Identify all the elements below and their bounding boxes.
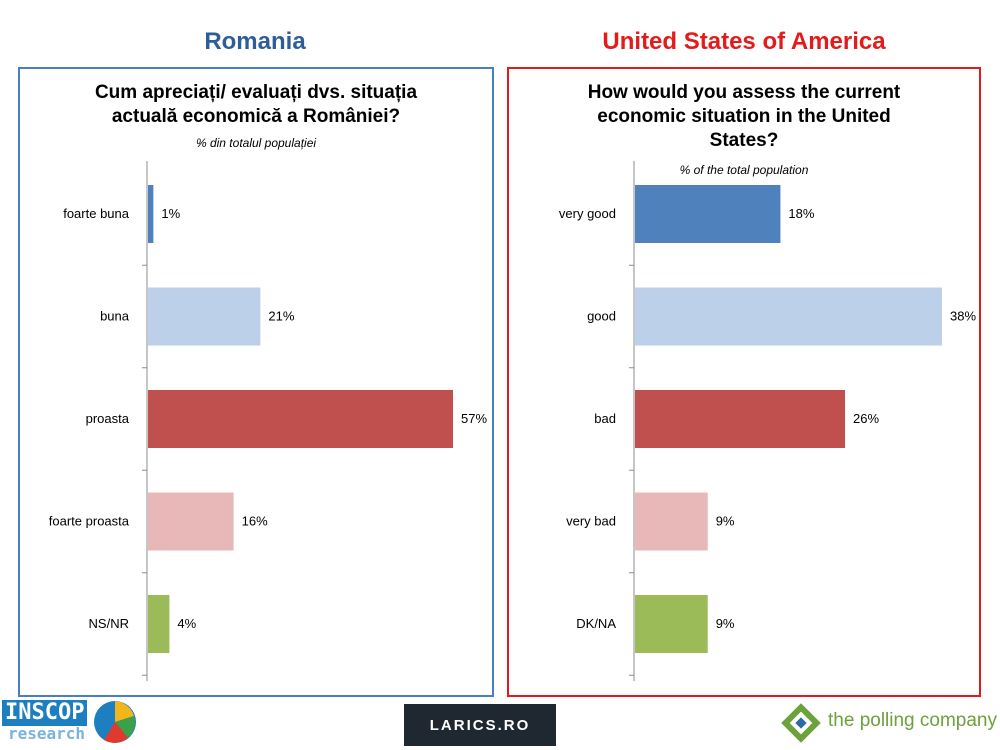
bar [148, 287, 261, 346]
category-label: good [587, 309, 616, 324]
country-title-usa: United States of America [602, 28, 886, 55]
data-label: 4% [177, 616, 196, 631]
category-label: bad [594, 411, 616, 426]
chart-title-line: economic situation in the United [597, 106, 891, 127]
category-label: foarte proasta [49, 514, 130, 529]
inscop-pie-icon [94, 701, 136, 743]
bar [148, 492, 234, 551]
data-label: 16% [242, 514, 268, 529]
bar [148, 185, 154, 243]
category-label: proasta [86, 411, 130, 426]
romania-bar-chart: foarte buna 1% buna 21% proasta 57% foarte pro… [49, 161, 487, 681]
romania-chart-panel: Cum apreciați/ evaluați dvs. situația ac… [18, 67, 494, 697]
category-label: DK/NA [576, 616, 616, 631]
bar [635, 390, 846, 448]
polling-company-logo: the polling company [776, 700, 1000, 746]
data-label: 1% [161, 206, 180, 221]
data-label: 21% [268, 309, 294, 324]
bar [635, 595, 708, 653]
chart-title-line: How would you assess the current [587, 82, 901, 103]
larics-logo: LARICS.RO [404, 704, 556, 746]
chart-title-line: actuală economică a României? [111, 106, 401, 127]
chart-title-line: States? [709, 130, 779, 151]
chart-title: Cum apreciați/ evaluați dvs. situația ac… [20, 81, 492, 129]
inscop-logo-text: INSCOP [2, 700, 88, 726]
data-label: 9% [716, 514, 735, 529]
usa-chart-panel: How would you assess the current economi… [507, 67, 981, 697]
data-label: 57% [461, 411, 487, 426]
data-label: 38% [950, 309, 976, 324]
polling-diamond-icon [781, 703, 821, 743]
inscop-logo: INSCOP research [0, 698, 140, 746]
usa-bar-chart: very good 18% good 38% bad 26% very bad 9% DK/NA… [559, 161, 976, 681]
data-label: 18% [788, 206, 814, 221]
category-label: NS/NR [89, 616, 129, 631]
category-label: foarte buna [63, 206, 130, 221]
chart-subtitle: % of the total population [679, 163, 809, 177]
polling-company-logo-text: the polling company [828, 710, 997, 731]
larics-logo-text: LARICS.RO [429, 716, 531, 734]
data-label: 26% [853, 411, 879, 426]
chart-subtitle: % din totalul populației [195, 136, 317, 150]
chart-title-line: Cum apreciați/ evaluați dvs. situația [94, 82, 418, 103]
bar [635, 185, 781, 243]
data-label: 9% [716, 616, 735, 631]
bar [148, 390, 453, 448]
bar [635, 492, 708, 551]
bar [148, 595, 170, 653]
inscop-logo-subtext: research [8, 724, 86, 743]
country-title-romania: Romania [204, 28, 306, 55]
category-label: very bad [566, 514, 616, 529]
category-label: very good [559, 206, 616, 221]
bar [635, 287, 942, 346]
chart-title: How would you assess the current economi… [509, 81, 979, 153]
category-label: buna [100, 309, 130, 324]
